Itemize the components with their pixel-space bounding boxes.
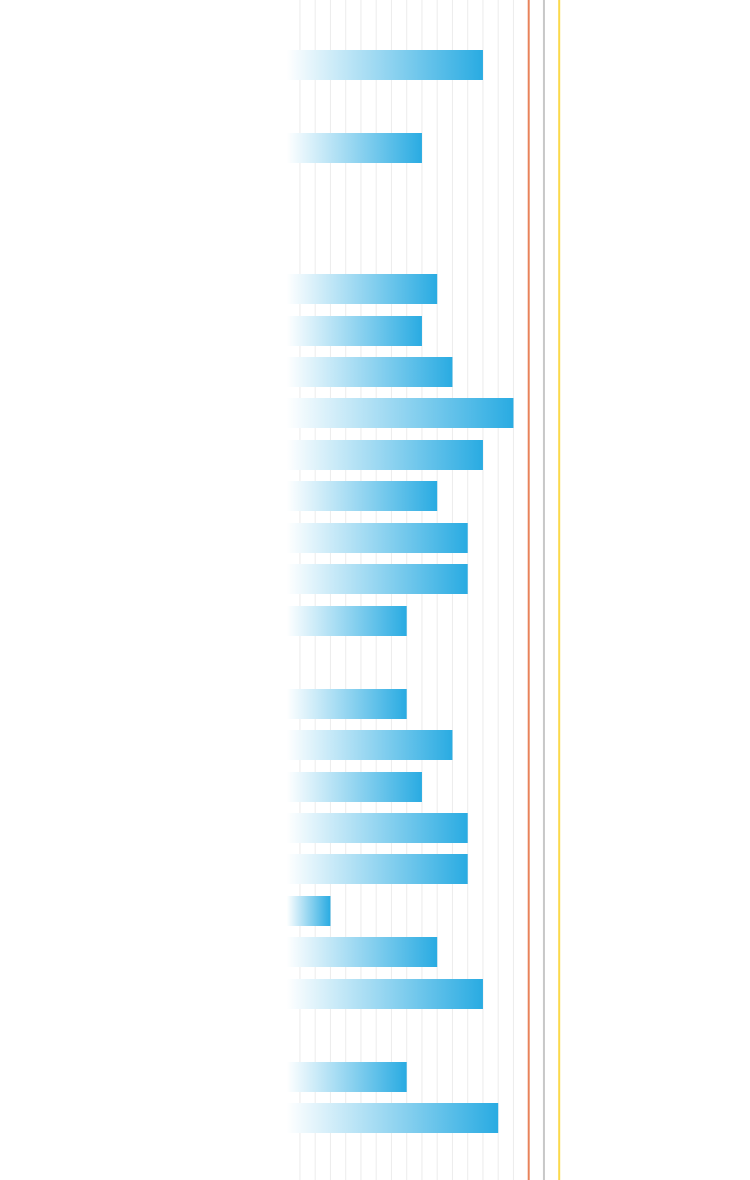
bars: [286, 50, 514, 1133]
bar: [286, 1103, 499, 1133]
bar: [286, 523, 468, 553]
bar: [286, 979, 483, 1009]
bar: [286, 606, 407, 636]
bar: [286, 813, 468, 843]
bar: [286, 133, 422, 163]
bar: [286, 50, 483, 80]
bar: [286, 730, 453, 760]
bar: [286, 564, 468, 594]
bar: [286, 316, 422, 346]
bar: [286, 937, 438, 967]
bar: [286, 274, 438, 304]
bar: [286, 1062, 407, 1092]
reference-lines: [527, 0, 561, 1180]
bar: [286, 772, 422, 802]
bar: [286, 854, 468, 884]
bar: [286, 481, 438, 511]
bar: [286, 357, 453, 387]
bar: [286, 896, 331, 926]
bar: [286, 689, 407, 719]
bar: [286, 398, 514, 428]
bar: [286, 440, 483, 470]
